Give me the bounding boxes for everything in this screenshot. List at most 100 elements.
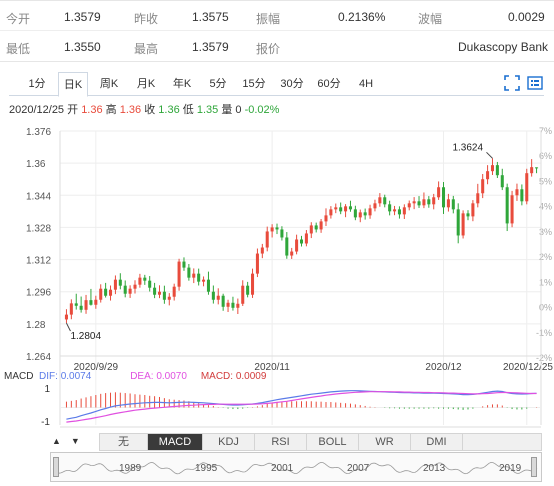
candle[interactable] xyxy=(211,285,215,304)
tab-1min[interactable]: 1分 xyxy=(28,78,46,90)
candle[interactable] xyxy=(500,168,504,191)
candle[interactable] xyxy=(177,258,181,291)
candle[interactable] xyxy=(520,184,524,206)
candle[interactable] xyxy=(299,235,304,247)
candle[interactable] xyxy=(197,268,201,286)
candle[interactable] xyxy=(236,298,240,315)
settings-icon[interactable] xyxy=(527,75,543,91)
tab-indicator-dmi[interactable]: DMI xyxy=(411,434,463,450)
candle[interactable] xyxy=(505,183,509,232)
candle[interactable] xyxy=(456,203,460,244)
candle[interactable] xyxy=(133,280,137,294)
candle[interactable] xyxy=(216,288,220,305)
candle[interactable] xyxy=(143,274,147,285)
candle[interactable] xyxy=(515,183,519,201)
tab-indicator-none[interactable]: 无 xyxy=(100,434,148,450)
tab-indicator-wr[interactable]: WR xyxy=(359,434,411,450)
candle[interactable] xyxy=(339,202,343,215)
candle[interactable] xyxy=(358,209,362,223)
candle[interactable] xyxy=(79,296,83,313)
candle[interactable] xyxy=(402,204,406,219)
candle[interactable] xyxy=(363,208,367,220)
candle[interactable] xyxy=(334,203,338,214)
candle[interactable] xyxy=(432,193,436,210)
candle[interactable] xyxy=(368,204,372,219)
candle[interactable] xyxy=(490,158,494,175)
candle[interactable] xyxy=(153,282,157,299)
candle[interactable] xyxy=(290,247,294,259)
candle[interactable] xyxy=(162,285,166,304)
candle[interactable] xyxy=(344,204,348,218)
tab-indicator-kdj[interactable]: KDJ xyxy=(203,434,255,450)
tab-yearly[interactable]: 年K xyxy=(172,78,192,90)
tab-weekly[interactable]: 周K xyxy=(99,78,119,90)
tab-5min[interactable]: 5分 xyxy=(209,78,227,90)
candle[interactable] xyxy=(118,273,122,290)
candle[interactable] xyxy=(64,309,68,324)
candle[interactable] xyxy=(373,199,377,212)
candle[interactable] xyxy=(241,280,245,306)
candle[interactable] xyxy=(280,226,284,241)
candle[interactable] xyxy=(113,275,117,295)
candle[interactable] xyxy=(99,284,103,303)
candle[interactable] xyxy=(471,200,475,222)
candle[interactable] xyxy=(231,296,235,311)
candle[interactable] xyxy=(182,257,186,271)
tab-60min[interactable]: 60分 xyxy=(317,78,341,90)
candle[interactable] xyxy=(157,285,162,299)
candle[interactable] xyxy=(393,205,397,216)
candle[interactable] xyxy=(206,271,210,295)
candle[interactable] xyxy=(412,197,416,210)
navigator-left-handle[interactable] xyxy=(53,457,59,477)
candle[interactable] xyxy=(383,194,387,208)
candle[interactable] xyxy=(89,288,93,306)
candle[interactable] xyxy=(104,282,108,298)
candle[interactable] xyxy=(329,206,333,219)
candle[interactable] xyxy=(510,190,514,228)
tab-30min[interactable]: 30分 xyxy=(280,78,304,90)
candle[interactable] xyxy=(461,210,465,239)
candle[interactable] xyxy=(295,234,299,255)
candle[interactable] xyxy=(84,294,88,314)
candle[interactable] xyxy=(94,295,98,309)
candle[interactable] xyxy=(397,206,401,219)
candle[interactable] xyxy=(319,218,323,233)
tab-15min[interactable]: 15分 xyxy=(242,78,266,90)
candle[interactable] xyxy=(221,293,225,311)
candle[interactable] xyxy=(422,192,426,209)
candle[interactable] xyxy=(441,182,446,214)
candle[interactable] xyxy=(285,232,289,259)
candle[interactable] xyxy=(123,280,127,298)
time-navigator[interactable]: 1989 1995 2001 2007 2013 2019 xyxy=(50,452,542,482)
candle[interactable] xyxy=(167,293,171,306)
candle[interactable] xyxy=(417,196,421,208)
candle[interactable] xyxy=(481,173,485,199)
candle[interactable] xyxy=(324,208,328,227)
tab-4h[interactable]: 4H xyxy=(358,78,374,90)
candle[interactable] xyxy=(495,161,499,179)
candle[interactable] xyxy=(525,168,529,205)
candle[interactable] xyxy=(535,167,539,174)
candle[interactable] xyxy=(309,222,313,239)
candle[interactable] xyxy=(446,193,450,212)
candle[interactable] xyxy=(304,230,308,247)
arrow-down-icon[interactable]: ▼ xyxy=(70,436,80,446)
candle[interactable] xyxy=(486,165,490,185)
tab-indicator-boll[interactable]: BOLL xyxy=(307,434,359,450)
candle[interactable] xyxy=(270,224,274,238)
candle[interactable] xyxy=(466,210,470,221)
candle[interactable] xyxy=(148,276,152,292)
candle[interactable] xyxy=(353,205,357,221)
candle[interactable] xyxy=(187,263,191,281)
candle[interactable] xyxy=(138,273,142,288)
candle[interactable] xyxy=(476,183,480,208)
candle[interactable] xyxy=(128,285,132,298)
fullscreen-icon[interactable] xyxy=(504,75,520,91)
candle[interactable] xyxy=(172,283,176,301)
candle[interactable] xyxy=(255,248,259,278)
candle[interactable] xyxy=(451,195,455,214)
candle[interactable] xyxy=(251,268,255,298)
tab-indicator-rsi[interactable]: RSI xyxy=(255,434,307,450)
tab-indicator-macd[interactable]: MACD xyxy=(148,434,203,450)
candle[interactable] xyxy=(427,196,431,208)
